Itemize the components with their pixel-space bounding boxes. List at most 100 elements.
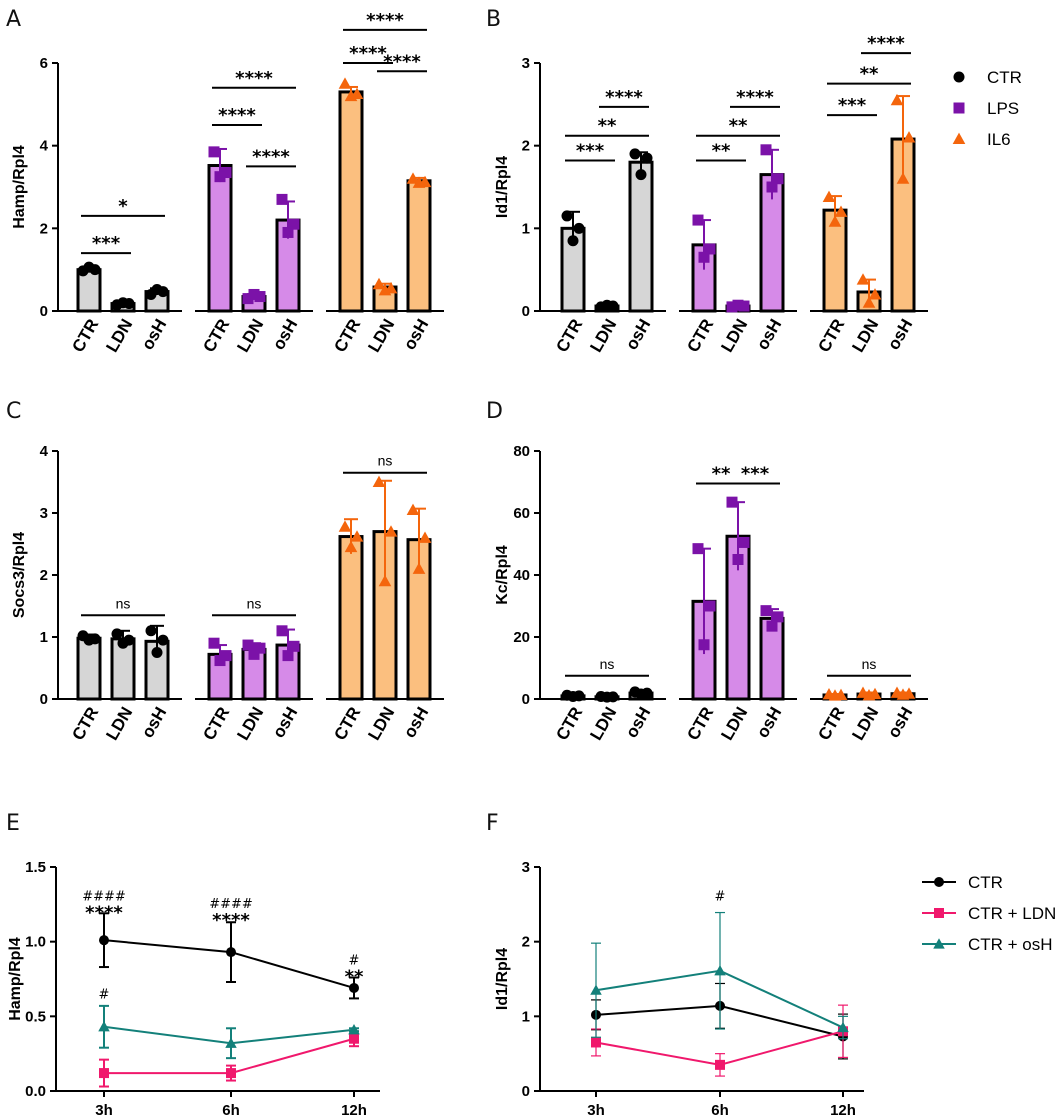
y-tick-label: 3 bbox=[522, 859, 530, 876]
data-point bbox=[117, 297, 129, 309]
y-tick-label: 0.5 bbox=[25, 1008, 46, 1025]
legend-label: IL6 bbox=[987, 130, 1011, 149]
significance-label: **** bbox=[736, 87, 774, 108]
significance-stars: ** bbox=[345, 967, 364, 988]
panel-letter: A bbox=[6, 7, 21, 32]
data-point bbox=[344, 89, 358, 102]
y-tick-label: 40 bbox=[513, 567, 530, 584]
significance-label: **** bbox=[366, 10, 404, 31]
data-point bbox=[641, 152, 653, 164]
x-tick-label: CTR bbox=[683, 316, 717, 356]
data-point bbox=[567, 235, 579, 247]
x-tick-label: osH bbox=[400, 316, 433, 353]
data-point bbox=[732, 299, 744, 311]
data-point bbox=[282, 650, 294, 662]
data-point bbox=[83, 261, 95, 273]
data-point bbox=[837, 1021, 849, 1033]
data-point bbox=[862, 296, 876, 308]
data-point bbox=[248, 648, 260, 660]
data-point bbox=[350, 530, 364, 542]
data-point bbox=[902, 131, 916, 143]
x-tick-label: LDN bbox=[364, 316, 398, 356]
significance-hash: # bbox=[715, 890, 726, 905]
data-point bbox=[288, 640, 300, 652]
data-point bbox=[338, 520, 352, 532]
data-point bbox=[591, 1037, 601, 1048]
y-tick-label: 20 bbox=[513, 629, 530, 646]
data-point bbox=[890, 93, 904, 106]
y-tick-label: 4 bbox=[40, 443, 49, 460]
data-point bbox=[151, 647, 163, 658]
panel-letter: D bbox=[486, 399, 503, 424]
y-axis-label: Socs3/Rpl4 bbox=[11, 532, 28, 618]
data-point bbox=[254, 291, 266, 303]
significance-label: **** bbox=[349, 43, 387, 64]
y-tick-label: 0 bbox=[522, 1083, 530, 1100]
significance-stars: **** bbox=[85, 902, 123, 923]
y-tick-label: 0 bbox=[40, 691, 48, 708]
data-point bbox=[208, 637, 220, 649]
data-point bbox=[282, 226, 294, 238]
data-point bbox=[856, 273, 870, 285]
data-point bbox=[412, 562, 426, 574]
significance-hash: #### bbox=[82, 889, 126, 904]
data-point bbox=[766, 620, 778, 632]
y-tick-label: 1 bbox=[522, 220, 530, 237]
y-tick-label: 2 bbox=[522, 934, 530, 951]
significance-label: **** bbox=[605, 87, 643, 108]
panel-letter: E bbox=[6, 811, 20, 836]
data-point bbox=[145, 625, 157, 637]
y-tick-label: 0 bbox=[40, 303, 48, 320]
y-tick-label: 0.0 bbox=[25, 1083, 46, 1100]
data-point bbox=[772, 611, 784, 623]
legend-marker bbox=[933, 938, 945, 949]
data-point bbox=[704, 243, 716, 255]
data-point bbox=[692, 543, 704, 555]
x-tick-label: osH bbox=[138, 316, 171, 353]
data-point bbox=[772, 173, 784, 185]
legend-marker bbox=[953, 71, 965, 83]
series-line bbox=[103, 939, 355, 989]
significance-label: **** bbox=[218, 105, 256, 126]
significance-label: *** bbox=[92, 233, 121, 254]
y-tick-label: 3 bbox=[522, 55, 530, 72]
legend-label: CTR bbox=[987, 68, 1022, 87]
legend-label: LPS bbox=[987, 99, 1019, 118]
x-tick-label: CTR bbox=[552, 316, 586, 356]
x-tick-label: LDN bbox=[848, 316, 882, 356]
data-point bbox=[372, 277, 386, 290]
data-point bbox=[629, 148, 641, 160]
data-point bbox=[242, 639, 254, 651]
significance-label: *** bbox=[838, 95, 867, 116]
data-point bbox=[732, 554, 744, 565]
data-point bbox=[726, 496, 738, 508]
x-tick-label: LDN bbox=[848, 704, 882, 744]
data-point bbox=[384, 525, 398, 537]
significance-label: ns bbox=[378, 453, 393, 469]
data-point bbox=[834, 205, 848, 217]
x-tick-label: CTR bbox=[68, 316, 102, 356]
y-tick-label: 80 bbox=[513, 443, 530, 460]
data-point bbox=[760, 144, 772, 156]
x-tick-label: LDN bbox=[717, 316, 751, 356]
bar bbox=[628, 160, 654, 313]
data-point bbox=[738, 536, 750, 548]
significance-label: * bbox=[118, 196, 128, 217]
x-tick-label: CTR bbox=[68, 704, 102, 744]
legend-marker bbox=[952, 132, 966, 145]
significance-label: ** bbox=[729, 116, 748, 137]
data-point bbox=[226, 1068, 236, 1079]
y-tick-label: 3 bbox=[40, 505, 48, 522]
legend-label: CTR bbox=[968, 873, 1003, 892]
x-tick-label: CTR bbox=[330, 704, 364, 744]
x-tick-label: 12h bbox=[341, 1102, 367, 1119]
x-tick-label: osH bbox=[622, 704, 655, 741]
y-tick-label: 1 bbox=[522, 1008, 530, 1025]
data-point bbox=[760, 605, 772, 617]
data-point bbox=[378, 574, 392, 587]
legend-label: CTR + LDN bbox=[968, 904, 1056, 923]
x-tick-label: osH bbox=[269, 704, 302, 741]
y-tick-label: 4 bbox=[40, 138, 49, 155]
data-point bbox=[561, 210, 573, 222]
